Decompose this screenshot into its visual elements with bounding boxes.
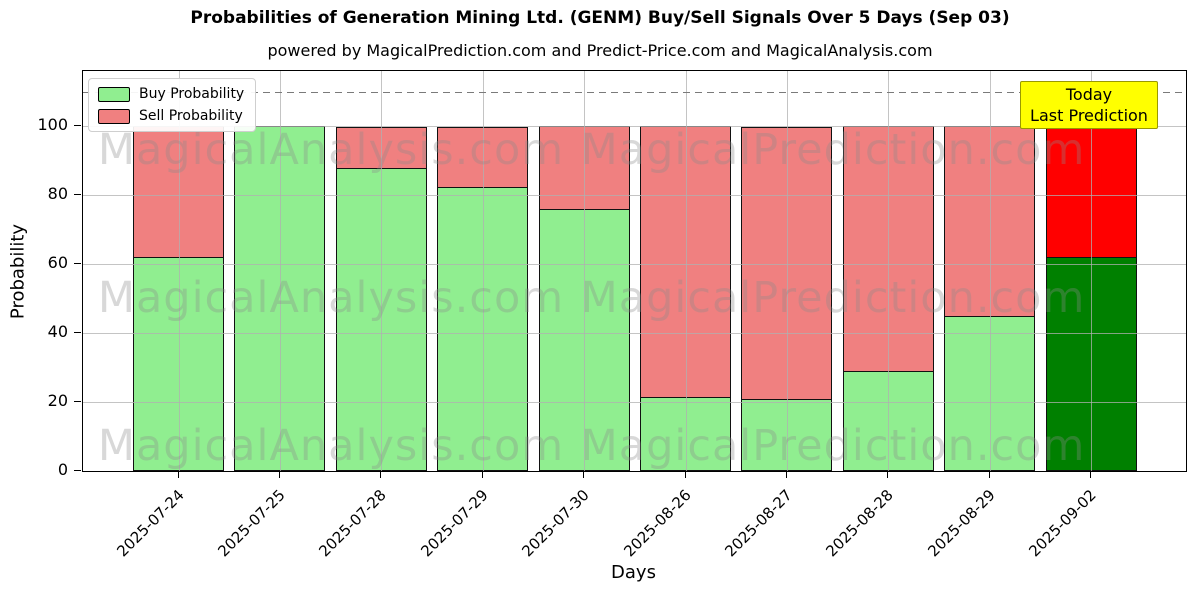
- watermark-text: MagicalPrediction.com: [580, 421, 1086, 471]
- x-tick-mark-2025-07-30: [583, 471, 585, 478]
- chart-title: Probabilities of Generation Mining Ltd. …: [190, 8, 1010, 28]
- x-tick-mark-2025-07-24: [178, 471, 180, 478]
- sell-bar-segment-2025-07-29: [437, 127, 528, 188]
- chart-subtitle: powered by MagicalPrediction.com and Pre…: [267, 41, 933, 60]
- y-tick-label-0: 0: [57, 460, 68, 479]
- y-axis-label: Probability: [7, 223, 29, 320]
- y-tick-mark-80: [74, 194, 81, 196]
- buy-bar-segment-2025-08-27: [741, 399, 832, 471]
- x-tick-mark-2025-08-27: [786, 471, 788, 478]
- buy-bar-segment-2025-07-24: [133, 257, 224, 471]
- today-annotation-box: Today Last Prediction: [1020, 81, 1158, 129]
- x-tick-mark-2025-07-25: [279, 471, 281, 478]
- watermark-layer: MagicalAnalysis.com MagicalPrediction.com…: [83, 71, 1186, 471]
- y-tick-mark-40: [74, 332, 81, 334]
- sell-bar-segment-2025-08-27: [741, 127, 832, 400]
- buy-bar-segment-2025-07-25: [234, 126, 325, 471]
- legend-label-sell: Sell Probability: [139, 108, 243, 124]
- y-tick-label-60: 60: [47, 253, 68, 272]
- sell-swatch-icon: [98, 108, 130, 124]
- y-tick-mark-0: [74, 470, 81, 472]
- x-tick-mark-2025-08-29: [989, 471, 991, 478]
- plot-area: MagicalAnalysis.com MagicalPrediction.com…: [82, 70, 1187, 472]
- sell-bar-segment-2025-08-26: [640, 126, 731, 398]
- sell-bar-segment-2025-07-24: [133, 126, 224, 258]
- legend-item-buy: Buy Probability: [98, 86, 244, 102]
- y-tick-label-80: 80: [47, 184, 68, 203]
- x-tick-mark-2025-08-28: [887, 471, 889, 478]
- legend-label-buy: Buy Probability: [139, 86, 245, 102]
- today-annotation-line2: Last Prediction: [1030, 106, 1148, 125]
- watermark-text: MagicalPrediction.com: [580, 273, 1086, 323]
- x-tick-mark-2025-08-26: [685, 471, 687, 478]
- x-axis-label: Days: [611, 562, 656, 583]
- watermark-text: MagicalAnalysis.com: [97, 421, 565, 471]
- x-tick-mark-2025-07-28: [380, 471, 382, 478]
- today-annotation-line1: Today: [1065, 85, 1113, 104]
- buy-bar-segment-2025-07-29: [437, 187, 528, 471]
- y-tick-label-100: 100: [37, 115, 68, 134]
- legend: Buy Probability Sell Probability: [88, 78, 257, 132]
- y-tick-label-20: 20: [47, 391, 68, 410]
- x-tick-mark-2025-09-02: [1090, 471, 1092, 478]
- watermark-text: MagicalAnalysis.com: [97, 273, 565, 323]
- x-tick-mark-2025-07-29: [482, 471, 484, 478]
- y-tick-mark-60: [74, 263, 81, 265]
- legend-item-sell: Sell Probability: [98, 108, 244, 124]
- y-tick-label-40: 40: [47, 322, 68, 341]
- watermark-text: MagicalPrediction.com: [580, 125, 1086, 175]
- y-tick-mark-20: [74, 401, 81, 403]
- watermark-text: MagicalAnalysis.com: [97, 125, 565, 175]
- y-tick-mark-100: [74, 125, 81, 127]
- buy-bar-segment-2025-08-26: [640, 397, 731, 471]
- buy-swatch-icon: [98, 86, 130, 102]
- dashed-threshold-line: [83, 91, 1186, 94]
